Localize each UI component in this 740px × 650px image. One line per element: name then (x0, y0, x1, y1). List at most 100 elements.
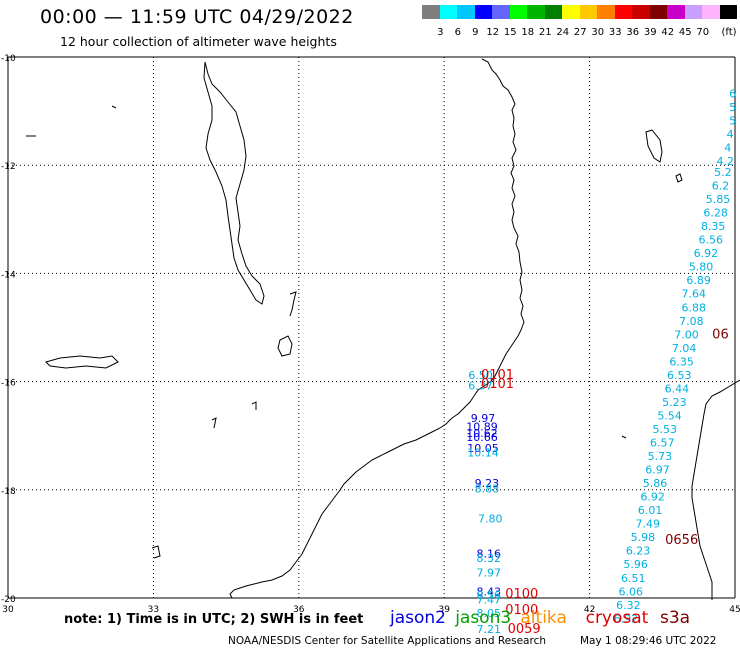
scale-label: 45 (678, 27, 692, 38)
lon-tick-label: 30 (2, 605, 14, 615)
wave-height-label: 10.62 (466, 427, 498, 440)
scale-label: 33 (608, 27, 622, 38)
wave-height-label: 10.89 (466, 420, 498, 433)
data-labels: 655444.25.26.25.856.288.356.566.925.806.… (466, 88, 736, 638)
wave-height-label: 6.50 (468, 369, 493, 382)
scale-swatch (474, 5, 492, 19)
comoros-island (645, 129, 663, 163)
scale-label: 24 (556, 27, 570, 38)
wave-height-label: 5 (729, 101, 736, 114)
lake-small (111, 105, 117, 109)
wave-height-label: 7.04 (672, 342, 697, 355)
wave-height-label: 5.85 (706, 193, 731, 206)
wave-height-label: 9.23 (475, 477, 500, 490)
lon-tick-label: 45 (729, 605, 740, 615)
pass-time-label: 0100 (505, 587, 538, 602)
wave-height-label: 6.57 (650, 437, 675, 450)
coastline (26, 58, 740, 600)
wave-height-label: 7.08 (679, 315, 704, 328)
wave-height-label: 10.05 (467, 442, 499, 455)
wave-height-label: 5.2 (714, 166, 732, 179)
scale-swatch (527, 5, 545, 19)
lon-tick-label: 33 (148, 605, 159, 615)
scale-label: 21 (538, 27, 552, 38)
scale-label: 39 (643, 27, 657, 38)
wave-height-label: 6.37 (468, 380, 493, 393)
wave-height-label: 9.97 (471, 412, 496, 425)
lat-tick-label: -16 (1, 379, 16, 389)
wave-height-label: 7.80 (478, 512, 503, 525)
scale-swatch (492, 5, 510, 19)
map-grid (7, 56, 736, 599)
scale-label: 36 (626, 27, 640, 38)
satellite-legend-item: altika (520, 608, 567, 628)
scale-swatch (614, 5, 632, 19)
pass-time-label: 0101 (481, 368, 514, 383)
scale-label: 12 (486, 27, 500, 38)
page-title: 00:00 — 11:59 UTC 04/29/2022 (40, 6, 354, 28)
wave-height-label: 6.23 (626, 545, 651, 558)
pass-time-label: 0100 (505, 603, 538, 618)
wave-height-label: 10.14 (467, 446, 499, 459)
scale-swatch (632, 5, 650, 19)
satellite-legend-item: jason3 (455, 608, 512, 628)
lon-tick-label: 42 (584, 605, 595, 615)
wave-height-label: 6.92 (614, 612, 639, 625)
wave-height-label: 8.32 (477, 552, 502, 565)
wave-height-label: 6 (729, 88, 736, 101)
scale-label: 30 (591, 27, 605, 38)
wave-height-label: 6.56 (699, 234, 724, 247)
wave-height-label: 7.47 (477, 593, 502, 606)
scale-swatch (509, 5, 527, 19)
satellite-legend-item: s3a (660, 608, 691, 628)
wave-height-label: 6.89 (686, 274, 711, 287)
pass-time-label: 0059 (508, 622, 541, 637)
lat-tick-label: -20 (1, 595, 16, 605)
wave-height-label: 5.96 (623, 558, 648, 571)
scale-swatch (562, 5, 580, 19)
wave-height-label: 5 (729, 115, 736, 128)
scale-unit: (ft) (721, 27, 737, 38)
wave-height-label: 4.2 (717, 155, 735, 168)
pass-time-label: 06 (712, 327, 729, 342)
pass-time-label: 0101 (481, 377, 514, 392)
scale-swatch (597, 5, 615, 19)
scale-swatch (579, 5, 597, 19)
scale-swatch (457, 5, 475, 19)
lake-small (151, 545, 161, 559)
wave-height-label: 6.92 (694, 247, 719, 260)
lake-small (211, 417, 217, 429)
lake-bangweulu (45, 355, 119, 369)
scale-label: 6 (454, 27, 461, 38)
wave-height-label: 7.49 (636, 518, 661, 531)
wave-height-label: 6.51 (621, 572, 646, 585)
footer-credit: NOAA/NESDIS Center for Satellite Applica… (228, 635, 546, 647)
lake-malawi (203, 61, 265, 305)
scale-swatch (544, 5, 562, 19)
satellite-legend-item: cryosat (585, 608, 649, 628)
wave-height-label: 4 (724, 142, 731, 155)
page-subtitle: 12 hour collection of altimeter wave hei… (60, 34, 337, 49)
lat-tick-label: -12 (1, 162, 16, 172)
wave-height-label: 6.53 (667, 369, 692, 382)
scale-label: 27 (573, 27, 587, 38)
wave-height-label: 6.35 (669, 355, 694, 368)
scale-swatch (649, 5, 667, 19)
wave-height-label: 8.16 (477, 547, 502, 560)
wave-height-label: 4 (727, 128, 734, 141)
wave-height-label: 6.28 (703, 207, 728, 220)
wave-height-label: 5.98 (631, 531, 656, 544)
wave-height-label: 5.23 (662, 396, 687, 409)
wave-height-label: 6.44 (665, 382, 690, 395)
scale-swatch (439, 5, 457, 19)
wave-height-label: 5.53 (652, 423, 677, 436)
madagascar-coastline (691, 379, 740, 600)
scale-label: 42 (661, 27, 675, 38)
wave-height-label: 8.88 (475, 483, 500, 496)
wave-height-label: 6.01 (638, 504, 663, 517)
lake-chilwa (277, 335, 293, 357)
wave-height-label: 6.92 (640, 491, 665, 504)
lake-small (289, 291, 297, 317)
lat-tick-label: -14 (1, 270, 16, 280)
